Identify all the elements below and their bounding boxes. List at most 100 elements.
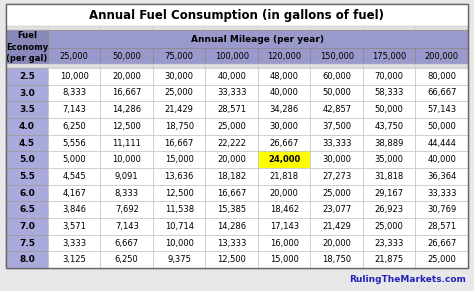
Bar bbox=[48, 135, 100, 151]
Bar bbox=[48, 218, 100, 235]
Text: 6,250: 6,250 bbox=[63, 122, 86, 131]
Bar bbox=[416, 48, 468, 64]
Bar bbox=[258, 151, 310, 168]
Text: 30,000: 30,000 bbox=[165, 72, 194, 81]
Bar bbox=[206, 101, 258, 118]
Bar bbox=[310, 85, 363, 101]
Bar bbox=[416, 168, 468, 185]
Text: 37,500: 37,500 bbox=[322, 122, 351, 131]
Bar bbox=[416, 201, 468, 218]
Bar bbox=[153, 251, 206, 268]
Text: 40,000: 40,000 bbox=[428, 155, 456, 164]
Text: 20,000: 20,000 bbox=[112, 72, 141, 81]
Bar bbox=[206, 168, 258, 185]
Bar bbox=[416, 85, 468, 101]
Bar bbox=[206, 85, 258, 101]
Text: 21,875: 21,875 bbox=[374, 255, 404, 264]
Text: 40,000: 40,000 bbox=[217, 72, 246, 81]
Bar bbox=[416, 101, 468, 118]
Bar bbox=[48, 251, 100, 268]
Bar bbox=[48, 201, 100, 218]
Bar bbox=[153, 151, 206, 168]
Bar bbox=[6, 26, 468, 30]
Bar bbox=[206, 151, 258, 168]
Text: 11,538: 11,538 bbox=[164, 205, 194, 214]
Text: 58,333: 58,333 bbox=[374, 88, 404, 97]
Bar bbox=[416, 68, 468, 85]
Bar bbox=[100, 201, 153, 218]
Text: 25,000: 25,000 bbox=[165, 88, 194, 97]
Text: 18,462: 18,462 bbox=[270, 205, 299, 214]
Bar bbox=[363, 235, 416, 251]
Bar bbox=[153, 101, 206, 118]
Text: 18,182: 18,182 bbox=[217, 172, 246, 181]
Text: 28,571: 28,571 bbox=[217, 105, 246, 114]
Bar bbox=[100, 251, 153, 268]
Bar bbox=[310, 135, 363, 151]
Bar bbox=[416, 251, 468, 268]
Text: 18,750: 18,750 bbox=[322, 255, 351, 264]
Bar bbox=[206, 185, 258, 201]
Bar bbox=[6, 68, 48, 85]
Text: 48,000: 48,000 bbox=[270, 72, 299, 81]
Bar bbox=[416, 151, 468, 168]
Bar bbox=[48, 235, 100, 251]
Bar bbox=[100, 185, 153, 201]
Bar bbox=[206, 48, 258, 64]
Bar bbox=[6, 201, 48, 218]
Text: Economy: Economy bbox=[6, 42, 48, 52]
Text: 50,000: 50,000 bbox=[112, 52, 141, 61]
Bar bbox=[363, 135, 416, 151]
Text: 10,000: 10,000 bbox=[112, 155, 141, 164]
Bar bbox=[258, 201, 310, 218]
Bar bbox=[363, 118, 416, 135]
Text: 30,000: 30,000 bbox=[322, 155, 351, 164]
Text: 2.5: 2.5 bbox=[19, 72, 35, 81]
Text: 7.0: 7.0 bbox=[19, 222, 35, 231]
Text: 5.0: 5.0 bbox=[19, 155, 35, 164]
Text: 20,000: 20,000 bbox=[217, 155, 246, 164]
Text: 16,000: 16,000 bbox=[270, 239, 299, 248]
Text: 40,000: 40,000 bbox=[270, 88, 299, 97]
Text: 33,333: 33,333 bbox=[217, 88, 246, 97]
Bar bbox=[6, 101, 48, 118]
Bar bbox=[258, 101, 310, 118]
Text: 31,818: 31,818 bbox=[374, 172, 404, 181]
Bar bbox=[153, 168, 206, 185]
Bar bbox=[6, 4, 468, 26]
Bar bbox=[258, 235, 310, 251]
Text: 120,000: 120,000 bbox=[267, 52, 301, 61]
Bar bbox=[363, 85, 416, 101]
Text: 8.0: 8.0 bbox=[19, 255, 35, 264]
Text: 3,333: 3,333 bbox=[62, 239, 86, 248]
Bar bbox=[153, 48, 206, 64]
Bar bbox=[363, 201, 416, 218]
Text: 200,000: 200,000 bbox=[425, 52, 459, 61]
Bar bbox=[206, 235, 258, 251]
Bar bbox=[48, 151, 100, 168]
Text: 4,167: 4,167 bbox=[62, 189, 86, 198]
Bar bbox=[6, 30, 48, 64]
Bar bbox=[6, 251, 48, 268]
Bar bbox=[206, 218, 258, 235]
Bar bbox=[48, 68, 100, 85]
Text: 7,143: 7,143 bbox=[62, 105, 86, 114]
Bar bbox=[310, 251, 363, 268]
Bar bbox=[416, 218, 468, 235]
Text: 15,000: 15,000 bbox=[270, 255, 299, 264]
Bar bbox=[310, 68, 363, 85]
Bar bbox=[206, 118, 258, 135]
Bar bbox=[310, 168, 363, 185]
Text: 36,364: 36,364 bbox=[427, 172, 456, 181]
Text: 5,556: 5,556 bbox=[63, 139, 86, 148]
Bar bbox=[363, 48, 416, 64]
Text: 10,000: 10,000 bbox=[60, 72, 89, 81]
Text: 21,429: 21,429 bbox=[322, 222, 351, 231]
Text: 25,000: 25,000 bbox=[217, 122, 246, 131]
Text: 13,333: 13,333 bbox=[217, 239, 246, 248]
Text: 44,444: 44,444 bbox=[428, 139, 456, 148]
Bar bbox=[6, 218, 48, 235]
Text: 15,385: 15,385 bbox=[217, 205, 246, 214]
Bar bbox=[153, 185, 206, 201]
Text: 18,750: 18,750 bbox=[164, 122, 194, 131]
